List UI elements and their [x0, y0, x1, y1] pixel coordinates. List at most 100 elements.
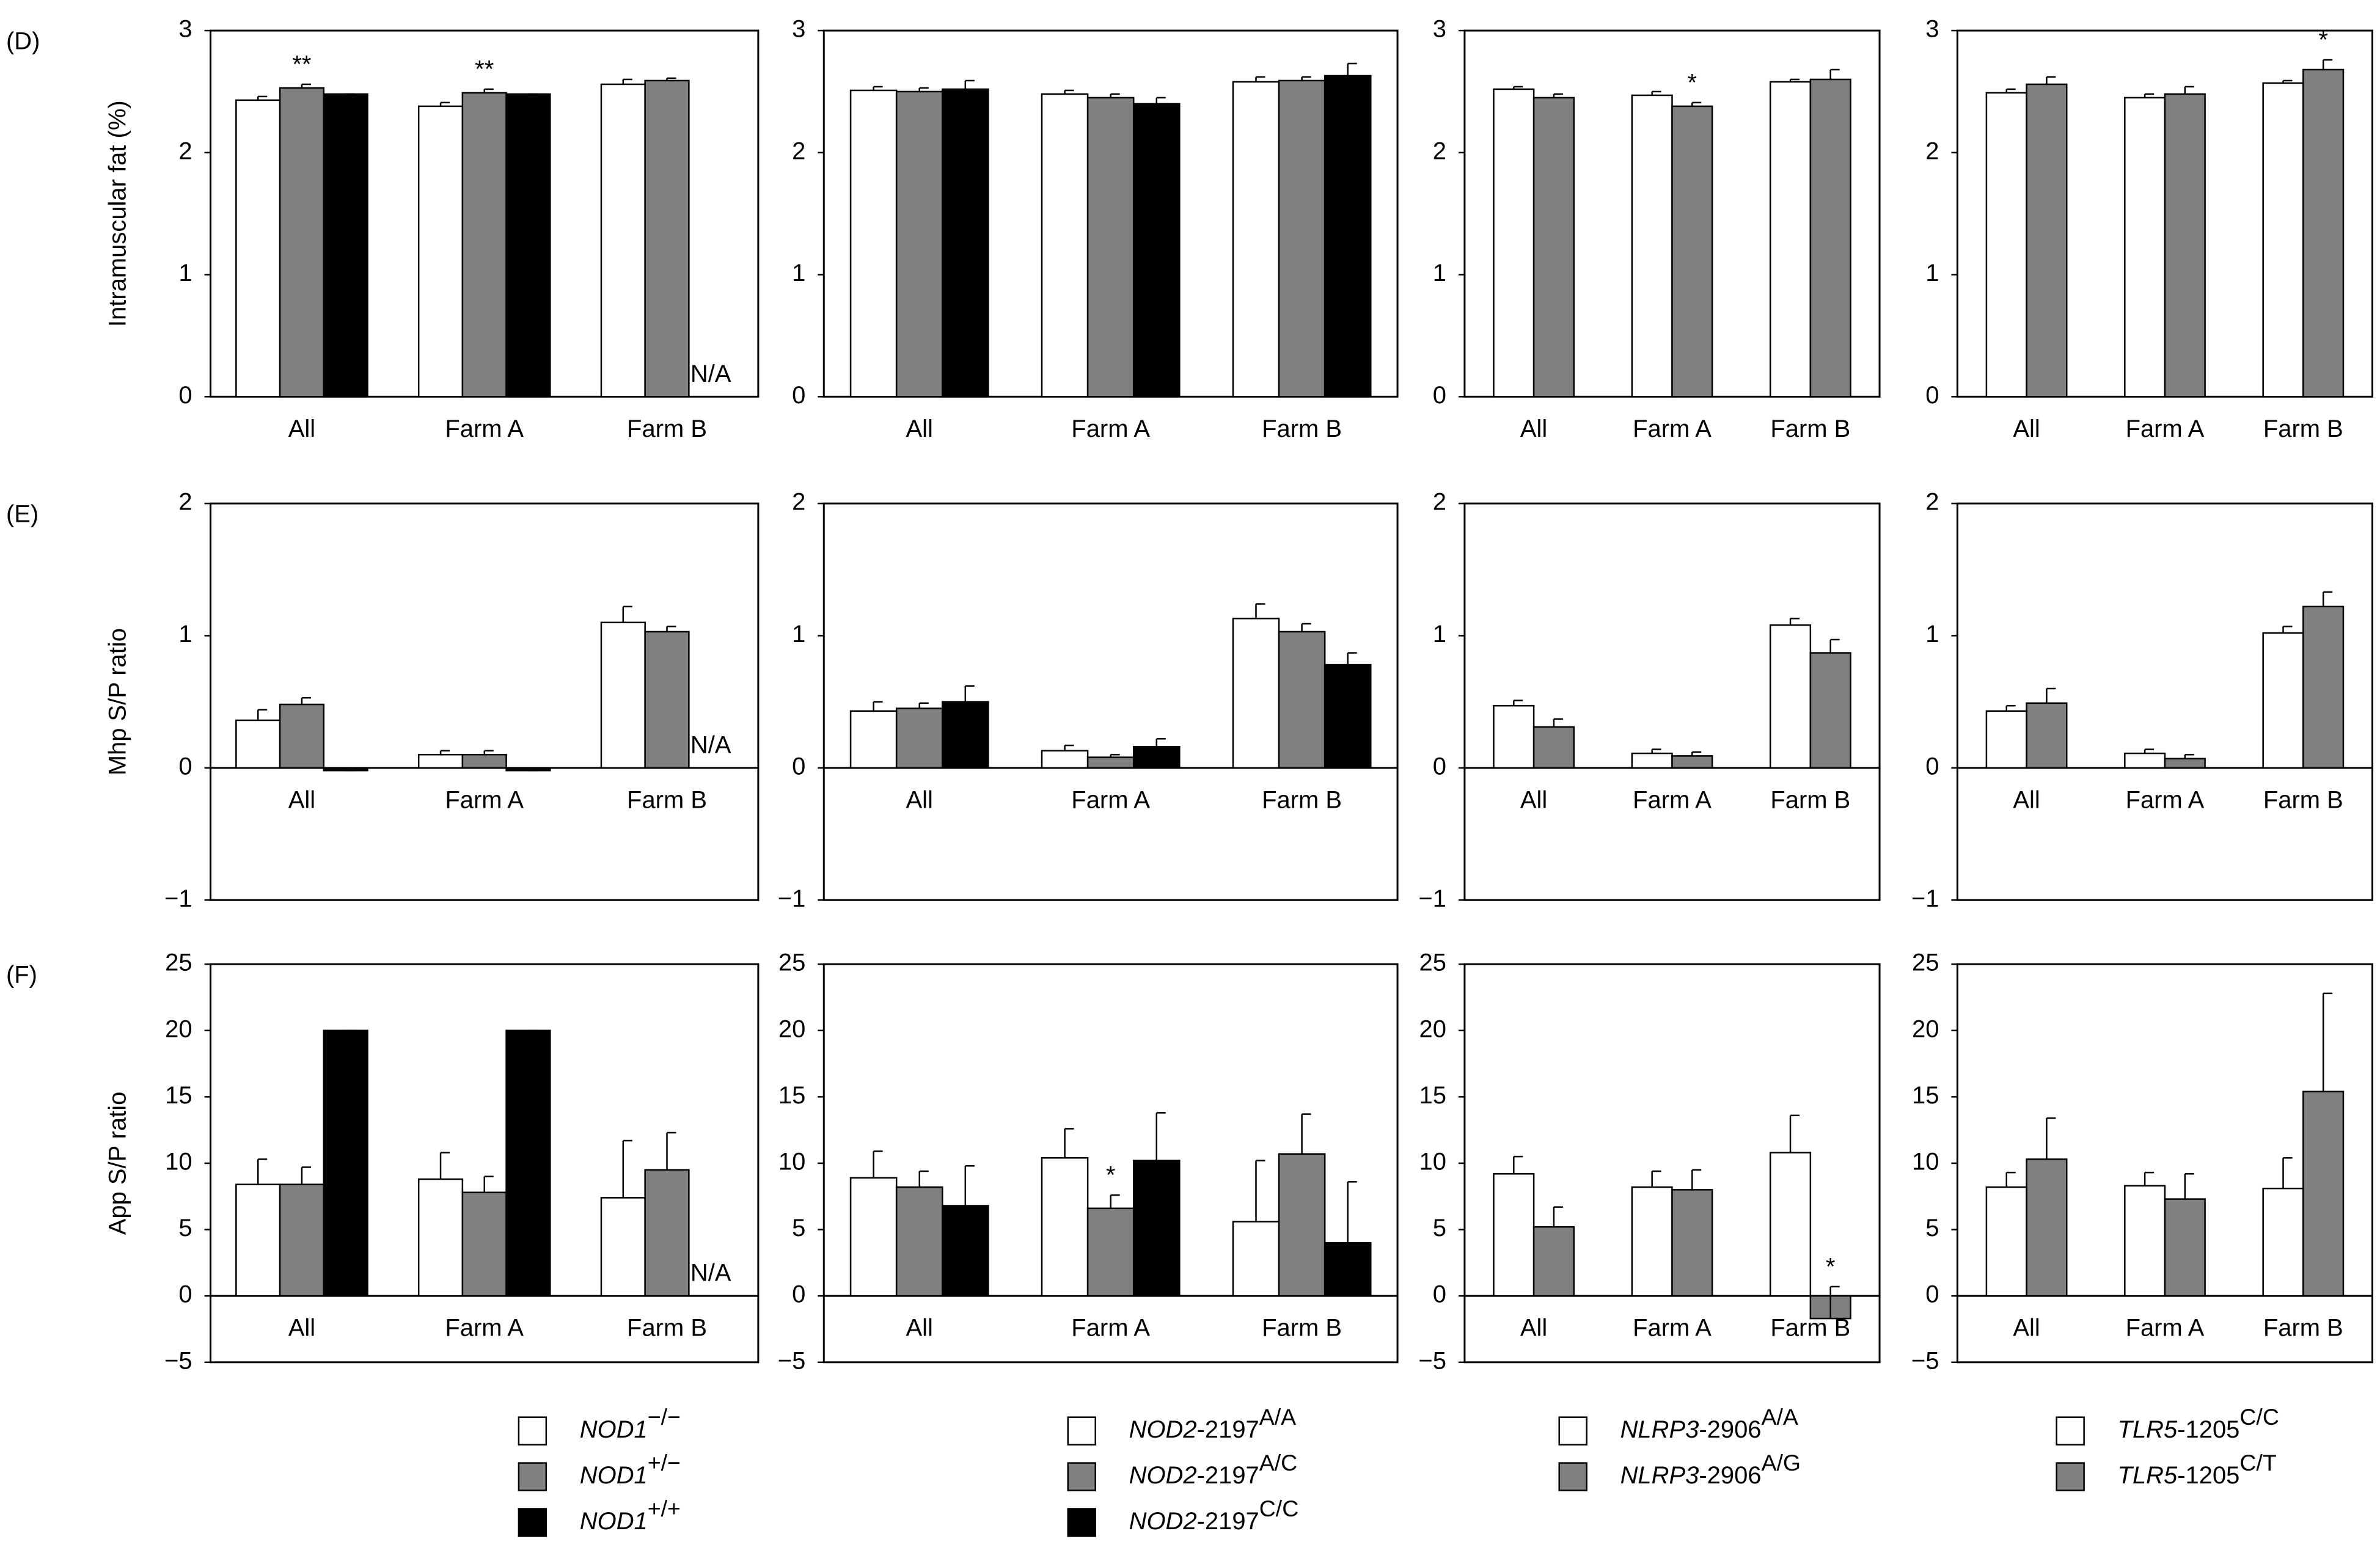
- significance: **: [292, 51, 311, 78]
- bar: [1041, 1157, 1089, 1297]
- y-tick-label: 15: [1912, 1082, 1939, 1109]
- bar: [1493, 1173, 1535, 1297]
- bar: [895, 90, 943, 398]
- legend-label-part: A/G: [1762, 1450, 1801, 1475]
- legend-label-part: NOD2: [1129, 1507, 1197, 1534]
- x-tick-label: Farm B: [627, 1315, 707, 1342]
- bar: [1809, 652, 1851, 769]
- bar: [1132, 745, 1181, 769]
- x-tick-label: Farm B: [1262, 415, 1342, 442]
- y-tick-label: 1: [1433, 621, 1446, 648]
- y-tick-label: 0: [178, 1281, 192, 1308]
- y-tick-label: 1: [1433, 260, 1446, 287]
- significance: *: [1106, 1162, 1116, 1189]
- bar: [279, 87, 325, 398]
- bar: [942, 701, 989, 769]
- x-tick-label: Farm A: [2126, 1315, 2205, 1342]
- x-tick-label: Farm B: [627, 786, 707, 813]
- y-tick-label: 5: [1433, 1215, 1446, 1241]
- bar: [461, 1191, 507, 1297]
- bar: [279, 1183, 325, 1297]
- bar: [1278, 1153, 1326, 1297]
- y-tick-label: 0: [1925, 753, 1939, 780]
- bar: [644, 1169, 690, 1297]
- bar: [849, 89, 898, 398]
- y-tick-label: 0: [792, 753, 805, 780]
- bar: [1232, 618, 1280, 769]
- legend-swatch: [518, 1462, 547, 1491]
- bar: [1631, 752, 1673, 769]
- bar: [1232, 81, 1280, 398]
- y-tick-label: 1: [1925, 260, 1939, 287]
- x-tick-label: Farm A: [1071, 1315, 1150, 1342]
- bar: [461, 92, 507, 398]
- bar: [1278, 79, 1326, 398]
- y-tick-label: 2: [792, 489, 805, 516]
- bar: [235, 99, 281, 398]
- y-tick-label: 2: [792, 137, 805, 164]
- plot-frame: [210, 963, 760, 1364]
- x-tick-label: All: [1520, 415, 1547, 442]
- bar: [1671, 1189, 1713, 1297]
- legend-label-part: +/+: [648, 1496, 681, 1521]
- bar: [323, 1029, 368, 1297]
- bar: [2262, 82, 2304, 398]
- bar: [1493, 88, 1535, 398]
- y-tick-label: 0: [1433, 753, 1446, 780]
- legend-swatch: [1067, 1508, 1096, 1537]
- bar: [2302, 68, 2345, 398]
- legend-label: NOD2-2197C/C: [1129, 1496, 1299, 1535]
- legend-label-part: NOD2: [1129, 1416, 1197, 1443]
- legend-label: TLR5-1205C/T: [2118, 1450, 2277, 1489]
- bar: [1769, 1152, 1812, 1297]
- bar: [1532, 1226, 1575, 1297]
- x-tick-label: Farm B: [1262, 1315, 1342, 1342]
- legend-swatch: [1067, 1462, 1096, 1491]
- x-tick-label: All: [2013, 415, 2040, 442]
- x-tick-label: Farm A: [1071, 415, 1150, 442]
- bar: [1671, 105, 1713, 398]
- legend-swatch: [1558, 1462, 1587, 1491]
- bar: [895, 1186, 943, 1297]
- bar: [461, 753, 507, 769]
- x-tick-label: All: [906, 1315, 933, 1342]
- bar: [2262, 1187, 2304, 1297]
- significance: *: [2318, 27, 2328, 54]
- y-tick-label: 1: [1925, 621, 1939, 648]
- y-tick-label: −1: [1911, 885, 1939, 912]
- y-tick-label: 2: [1433, 489, 1446, 516]
- bar: [1232, 1221, 1280, 1297]
- bar: [1041, 750, 1089, 769]
- bar: [279, 703, 325, 769]
- bar: [644, 631, 690, 769]
- bar: [1985, 710, 2027, 769]
- bar: [2124, 752, 2166, 769]
- plot-frame: [1956, 502, 2374, 901]
- x-tick-label: All: [906, 786, 933, 813]
- y-axis-title: Mhp S/P ratio: [104, 628, 131, 775]
- legend-label-part: TLR5: [2118, 1416, 2178, 1443]
- y-tick-label: 20: [1419, 1015, 1446, 1042]
- y-tick-label: 1: [792, 260, 805, 287]
- y-tick-label: −1: [778, 885, 806, 912]
- x-tick-label: Farm B: [1770, 786, 1850, 813]
- bar: [2026, 83, 2068, 398]
- panel-label: (F): [6, 962, 37, 989]
- x-tick-label: Farm B: [2263, 415, 2343, 442]
- x-tick-label: Farm A: [445, 1315, 524, 1342]
- legend-label-part: -2906: [1699, 1462, 1761, 1489]
- y-tick-label: 3: [792, 16, 805, 43]
- y-tick-label: 2: [178, 137, 192, 164]
- bar: [505, 1029, 551, 1297]
- panel-label: (D): [6, 28, 40, 55]
- legend-label: NLRP3-2906A/G: [1620, 1450, 1801, 1489]
- x-tick-label: Farm A: [1071, 786, 1150, 813]
- bar: [505, 93, 551, 398]
- x-tick-label: Farm A: [1633, 415, 1712, 442]
- x-tick-label: Farm B: [627, 415, 707, 442]
- legend-swatch: [1067, 1416, 1096, 1446]
- plot-frame: [822, 502, 1399, 901]
- plot-frame: [1463, 502, 1881, 901]
- legend-label-part: C/T: [2239, 1450, 2276, 1475]
